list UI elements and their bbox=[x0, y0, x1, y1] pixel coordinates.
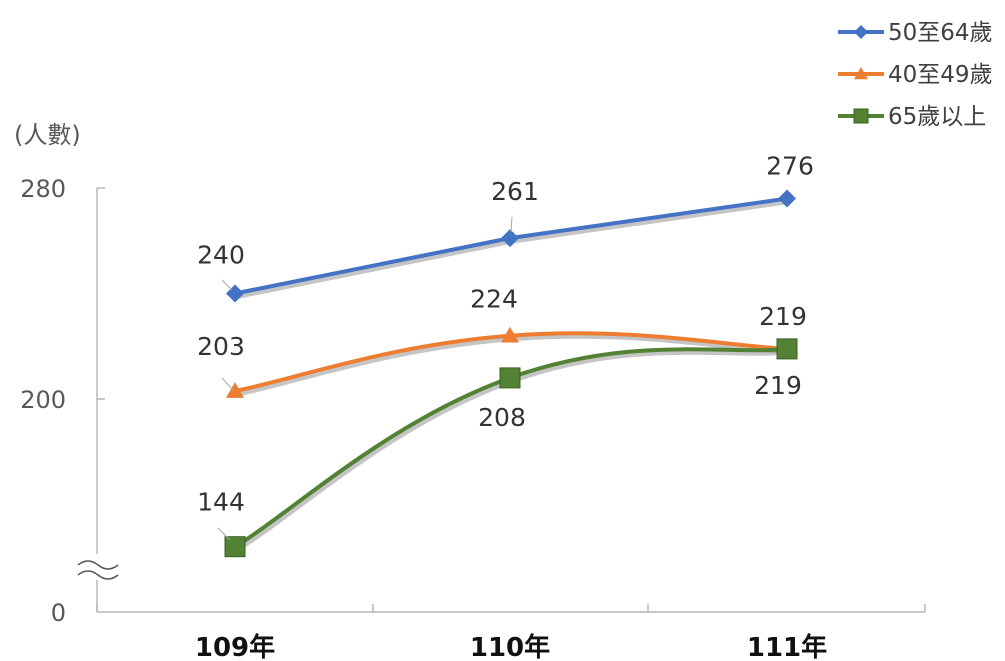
legend-item: 50至64歲 bbox=[838, 20, 993, 46]
label-leader-line bbox=[221, 377, 234, 391]
series-lines bbox=[224, 189, 798, 558]
triangle-marker bbox=[501, 326, 519, 343]
label-leader-line bbox=[510, 216, 513, 233]
y-tick-label: 0 bbox=[51, 599, 66, 627]
square-marker bbox=[853, 108, 869, 124]
diamond-marker bbox=[778, 189, 796, 208]
data-label: 224 bbox=[470, 285, 518, 314]
axes: 0 200 280 109年 110年 111年 bbox=[20, 175, 926, 661]
square-marker bbox=[499, 367, 521, 389]
legend-label: 65歲以上 bbox=[888, 104, 986, 130]
data-label: 219 bbox=[759, 302, 807, 331]
y-tick-label: 280 bbox=[20, 175, 66, 203]
data-label: 219 bbox=[754, 371, 802, 400]
x-tick-label: 109年 bbox=[195, 632, 275, 661]
legend: 50至64歲 40至49歲 65歲以上 bbox=[838, 20, 993, 130]
y-axis-label: (人數) bbox=[14, 121, 81, 149]
data-label: 261 bbox=[491, 177, 539, 206]
data-label: 208 bbox=[478, 403, 526, 432]
y-tick-label: 200 bbox=[20, 386, 66, 414]
x-tick-label: 111年 bbox=[747, 632, 827, 661]
series-line-shadow bbox=[236, 199, 790, 299]
triangle-marker bbox=[854, 67, 868, 80]
legend-label: 40至49歲 bbox=[888, 62, 993, 88]
square-marker bbox=[776, 338, 798, 360]
square-marker bbox=[224, 536, 246, 558]
data-label: 240 bbox=[197, 241, 245, 270]
legend-label: 50至64歲 bbox=[888, 20, 993, 46]
diamond-marker bbox=[501, 229, 519, 248]
data-label: 144 bbox=[197, 488, 245, 517]
triangle-marker bbox=[226, 382, 244, 398]
label-leader-line bbox=[217, 527, 231, 541]
legend-item: 65歲以上 bbox=[838, 104, 986, 130]
data-labels: 240 261 276 203 224 219 144 208 219 bbox=[197, 152, 814, 541]
axis-break-icon bbox=[77, 554, 119, 580]
data-label: 276 bbox=[766, 152, 814, 181]
legend-item: 40至49歲 bbox=[838, 62, 993, 88]
x-tick-label: 110年 bbox=[470, 632, 550, 661]
diamond-marker bbox=[854, 25, 868, 39]
label-leader-line bbox=[221, 279, 233, 291]
data-label: 203 bbox=[197, 332, 245, 361]
